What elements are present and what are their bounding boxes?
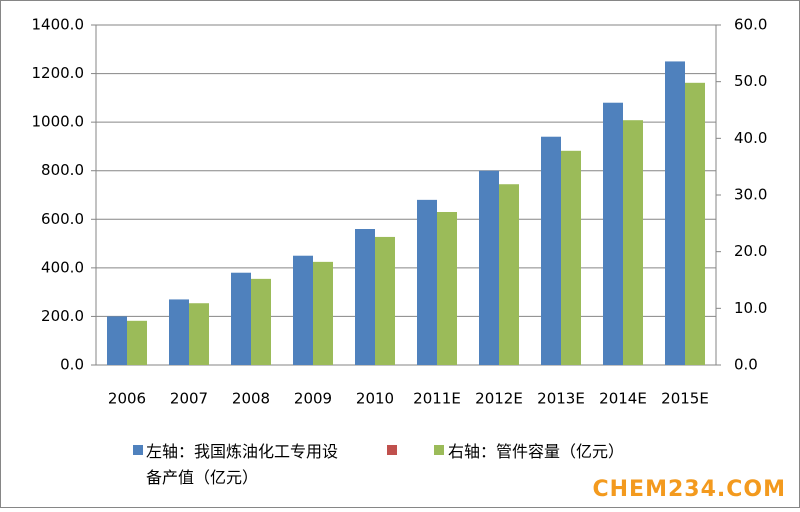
x-tick-label: 2013E bbox=[537, 390, 585, 408]
y-tick-label: 400.0 bbox=[41, 258, 84, 276]
bar bbox=[127, 320, 147, 365]
y-tick-label: 1200.0 bbox=[32, 64, 85, 82]
bar bbox=[623, 120, 643, 365]
y2-tick-label: 60.0 bbox=[734, 16, 767, 34]
legend-swatch bbox=[133, 445, 143, 455]
bar bbox=[685, 82, 705, 366]
bar bbox=[107, 316, 127, 365]
x-tick-label: 2014E bbox=[599, 390, 647, 408]
bar bbox=[541, 136, 561, 365]
x-tick-label: 2015E bbox=[661, 390, 709, 408]
bar bbox=[603, 102, 623, 365]
legend-swatch bbox=[387, 445, 397, 455]
x-tick-label: 2008 bbox=[232, 390, 270, 408]
legend-label: 右轴：管件容量（亿元） bbox=[448, 442, 625, 461]
bar bbox=[437, 212, 457, 365]
y2-tick-label: 10.0 bbox=[734, 299, 767, 317]
x-tick-label: 2010 bbox=[356, 390, 394, 408]
y-tick-label: 1000.0 bbox=[32, 113, 85, 131]
x-tick-label: 2006 bbox=[108, 390, 146, 408]
bar bbox=[251, 278, 271, 365]
y2-tick-label: 20.0 bbox=[734, 242, 767, 260]
y2-tick-label: 0.0 bbox=[734, 356, 758, 374]
x-tick-label: 2007 bbox=[170, 390, 208, 408]
watermark: CHEM234.COM bbox=[592, 477, 786, 502]
bar bbox=[169, 299, 189, 365]
x-tick-label: 2012E bbox=[475, 390, 523, 408]
bar bbox=[355, 229, 375, 365]
legend-swatch bbox=[434, 445, 444, 455]
bar bbox=[231, 272, 251, 365]
bar bbox=[479, 170, 499, 365]
bar bbox=[665, 61, 685, 366]
y-tick-label: 800.0 bbox=[41, 161, 84, 179]
x-tick-label: 2009 bbox=[294, 390, 332, 408]
legend-label: 左轴：我国炼油化工专用设备产值（亿元） bbox=[146, 442, 339, 487]
y-tick-label: 200.0 bbox=[41, 307, 84, 325]
bar bbox=[313, 261, 333, 365]
bar bbox=[417, 199, 437, 365]
y-tick-label: 600.0 bbox=[41, 210, 84, 228]
y-tick-label: 1400.0 bbox=[32, 16, 85, 34]
y2-tick-label: 40.0 bbox=[734, 129, 767, 147]
bar bbox=[293, 255, 313, 365]
bar bbox=[499, 184, 519, 365]
bar bbox=[561, 150, 581, 365]
bar bbox=[375, 236, 395, 365]
bar bbox=[189, 303, 209, 365]
y2-tick-label: 30.0 bbox=[734, 186, 767, 204]
x-tick-label: 2011E bbox=[413, 390, 461, 408]
y-tick-label: 0.0 bbox=[60, 356, 84, 374]
y2-tick-label: 50.0 bbox=[734, 72, 767, 90]
